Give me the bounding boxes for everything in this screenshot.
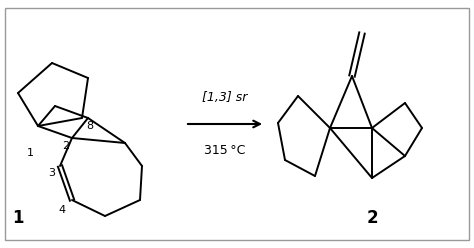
- Text: 2: 2: [63, 141, 70, 151]
- Text: 1: 1: [12, 209, 24, 227]
- Text: 8: 8: [86, 121, 93, 131]
- Text: 2: 2: [366, 209, 378, 227]
- Text: [1,3] ​​sr: [1,3] ​​sr: [202, 92, 248, 104]
- Text: 315 °C: 315 °C: [204, 144, 246, 156]
- Text: 4: 4: [58, 205, 65, 215]
- Text: 3: 3: [48, 168, 55, 178]
- Text: 1: 1: [27, 148, 34, 158]
